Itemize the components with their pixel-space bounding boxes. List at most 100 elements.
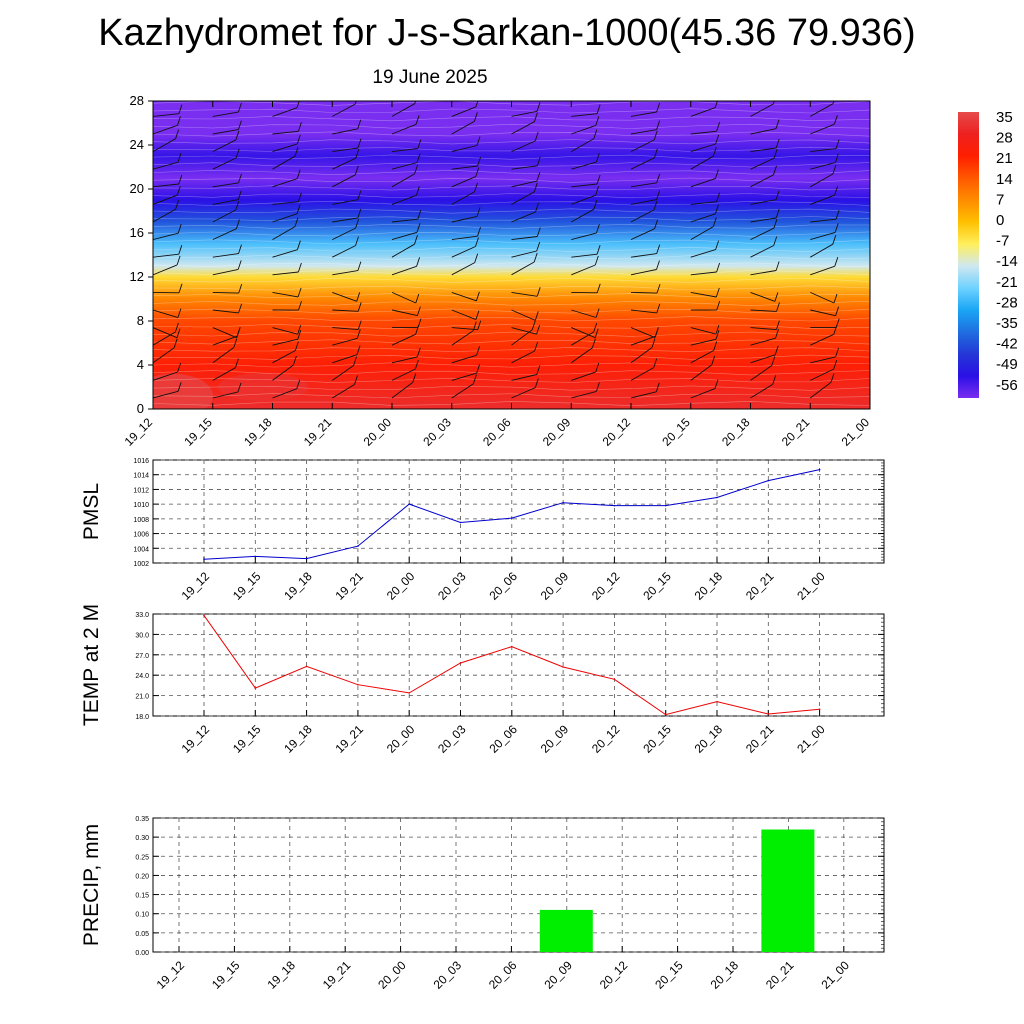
wind-barb bbox=[272, 388, 297, 399]
wind-barb-feather bbox=[596, 245, 601, 255]
x-tick-label: 19_12 bbox=[122, 415, 156, 449]
x-tick-label: 19_15 bbox=[181, 415, 215, 449]
data-point bbox=[664, 504, 667, 507]
wind-barb bbox=[750, 147, 777, 153]
wind-barb-feather bbox=[416, 153, 421, 163]
wind-barb-feather bbox=[774, 292, 779, 302]
wind-barb-feather bbox=[775, 138, 780, 149]
wind-barb bbox=[630, 209, 655, 223]
wind-barb bbox=[810, 382, 832, 399]
wind-barb-feather bbox=[716, 262, 721, 273]
wind-barb bbox=[630, 269, 657, 276]
contour-line bbox=[153, 262, 870, 268]
wind-barb bbox=[212, 391, 239, 399]
wind-barb-feather bbox=[653, 358, 658, 368]
wind-barb-feather bbox=[297, 325, 302, 335]
wind-barb-feather bbox=[596, 104, 601, 114]
wind-barb bbox=[869, 133, 870, 134]
x-tick-label: 20_09 bbox=[540, 415, 574, 449]
wind-barb bbox=[511, 110, 538, 117]
wind-barb-feather bbox=[656, 303, 661, 314]
wind-barb-feather bbox=[715, 330, 720, 340]
wind-barb-feather bbox=[775, 119, 780, 129]
wind-barb bbox=[332, 103, 356, 117]
wind-barb bbox=[272, 130, 299, 135]
wind-barb-feather bbox=[236, 328, 241, 338]
wind-barb bbox=[630, 391, 657, 399]
wind-barb bbox=[750, 270, 777, 276]
wind-barb-feather bbox=[235, 200, 240, 211]
wind-barb bbox=[571, 161, 597, 170]
wind-barb-feather bbox=[536, 241, 541, 252]
wind-barb bbox=[690, 226, 714, 240]
x-tick-label: 19_21 bbox=[301, 415, 335, 449]
wind-barb-feather bbox=[474, 253, 479, 263]
x-tick-label: 19_18 bbox=[241, 415, 275, 449]
wind-barb bbox=[332, 270, 358, 276]
y-tick-label: 0.25 bbox=[135, 854, 149, 861]
contour-line bbox=[153, 139, 870, 145]
wind-barb-feather bbox=[775, 190, 780, 200]
wind-barb bbox=[391, 243, 415, 258]
wind-barb-feather bbox=[835, 139, 840, 149]
wind-barb-feather bbox=[357, 190, 362, 200]
wind-barb bbox=[571, 113, 598, 117]
wind-barb-feather bbox=[653, 200, 658, 211]
wind-barb-feather bbox=[595, 186, 600, 196]
wind-barb bbox=[391, 309, 418, 317]
wind-barb bbox=[571, 124, 596, 135]
wind-barb bbox=[810, 368, 834, 381]
wind-barb bbox=[869, 362, 870, 363]
wind-barb bbox=[869, 274, 870, 275]
data-point bbox=[818, 468, 821, 471]
wind-barb bbox=[451, 262, 475, 276]
x-tick-label: 19_21 bbox=[333, 569, 367, 603]
wind-barb bbox=[272, 249, 298, 258]
wind-barb bbox=[750, 217, 777, 223]
y-tick-label: 0 bbox=[137, 401, 144, 416]
wind-barb-feather bbox=[296, 379, 301, 389]
wind-barb bbox=[332, 337, 358, 346]
wind-barb bbox=[451, 383, 474, 399]
wind-barb-feather bbox=[533, 112, 538, 122]
wind-barb bbox=[153, 124, 178, 135]
wind-barb bbox=[750, 309, 777, 312]
wind-barb bbox=[272, 201, 299, 205]
wind-barb-feather bbox=[834, 257, 839, 267]
wind-barb-feather bbox=[177, 308, 182, 318]
wind-barb-feather bbox=[416, 223, 421, 233]
x-tick-label: 20_12 bbox=[589, 722, 623, 756]
precip-bar bbox=[761, 829, 815, 952]
data-point bbox=[767, 479, 770, 482]
contour-line bbox=[153, 377, 870, 383]
wind-barb-feather bbox=[896, 227, 899, 236]
wind-barb bbox=[630, 199, 657, 205]
pmsl-panel: 1002 1004 1006 1008 1010 1012 1014 1016 19_12 19_… bbox=[80, 458, 885, 603]
wind-barb bbox=[810, 309, 836, 317]
wind-barb bbox=[750, 199, 777, 205]
wind-barb bbox=[810, 243, 834, 258]
wind-barb bbox=[690, 143, 716, 153]
wind-barb-feather bbox=[596, 283, 601, 293]
wind-barb-feather bbox=[238, 303, 243, 314]
wind-barb-feather bbox=[354, 165, 359, 175]
x-tick-label: 20_03 bbox=[420, 415, 454, 449]
colorbar-label: 28 bbox=[996, 130, 1013, 147]
x-tick-label: 19_18 bbox=[264, 958, 298, 992]
x-tick-label: 20_18 bbox=[719, 415, 753, 449]
wind-barb-feather bbox=[178, 174, 183, 185]
wind-barb-feather bbox=[238, 173, 242, 184]
x-tick-label: 20_18 bbox=[692, 722, 726, 756]
x-tick-label: 20_09 bbox=[538, 569, 572, 603]
wind-barb-feather bbox=[414, 235, 418, 245]
y-tick-label: 0.15 bbox=[135, 893, 149, 900]
colorbar-label: -14 bbox=[996, 253, 1018, 270]
data-point bbox=[511, 645, 513, 648]
wind-barb-feather bbox=[477, 320, 482, 330]
wind-barb-feather bbox=[593, 129, 598, 139]
y-tick-label: 0.00 bbox=[135, 950, 149, 957]
y-tick-label: 30.0 bbox=[135, 632, 149, 639]
contour-line bbox=[153, 246, 870, 253]
wind-barb-feather bbox=[237, 382, 242, 393]
contour-line bbox=[153, 200, 870, 206]
